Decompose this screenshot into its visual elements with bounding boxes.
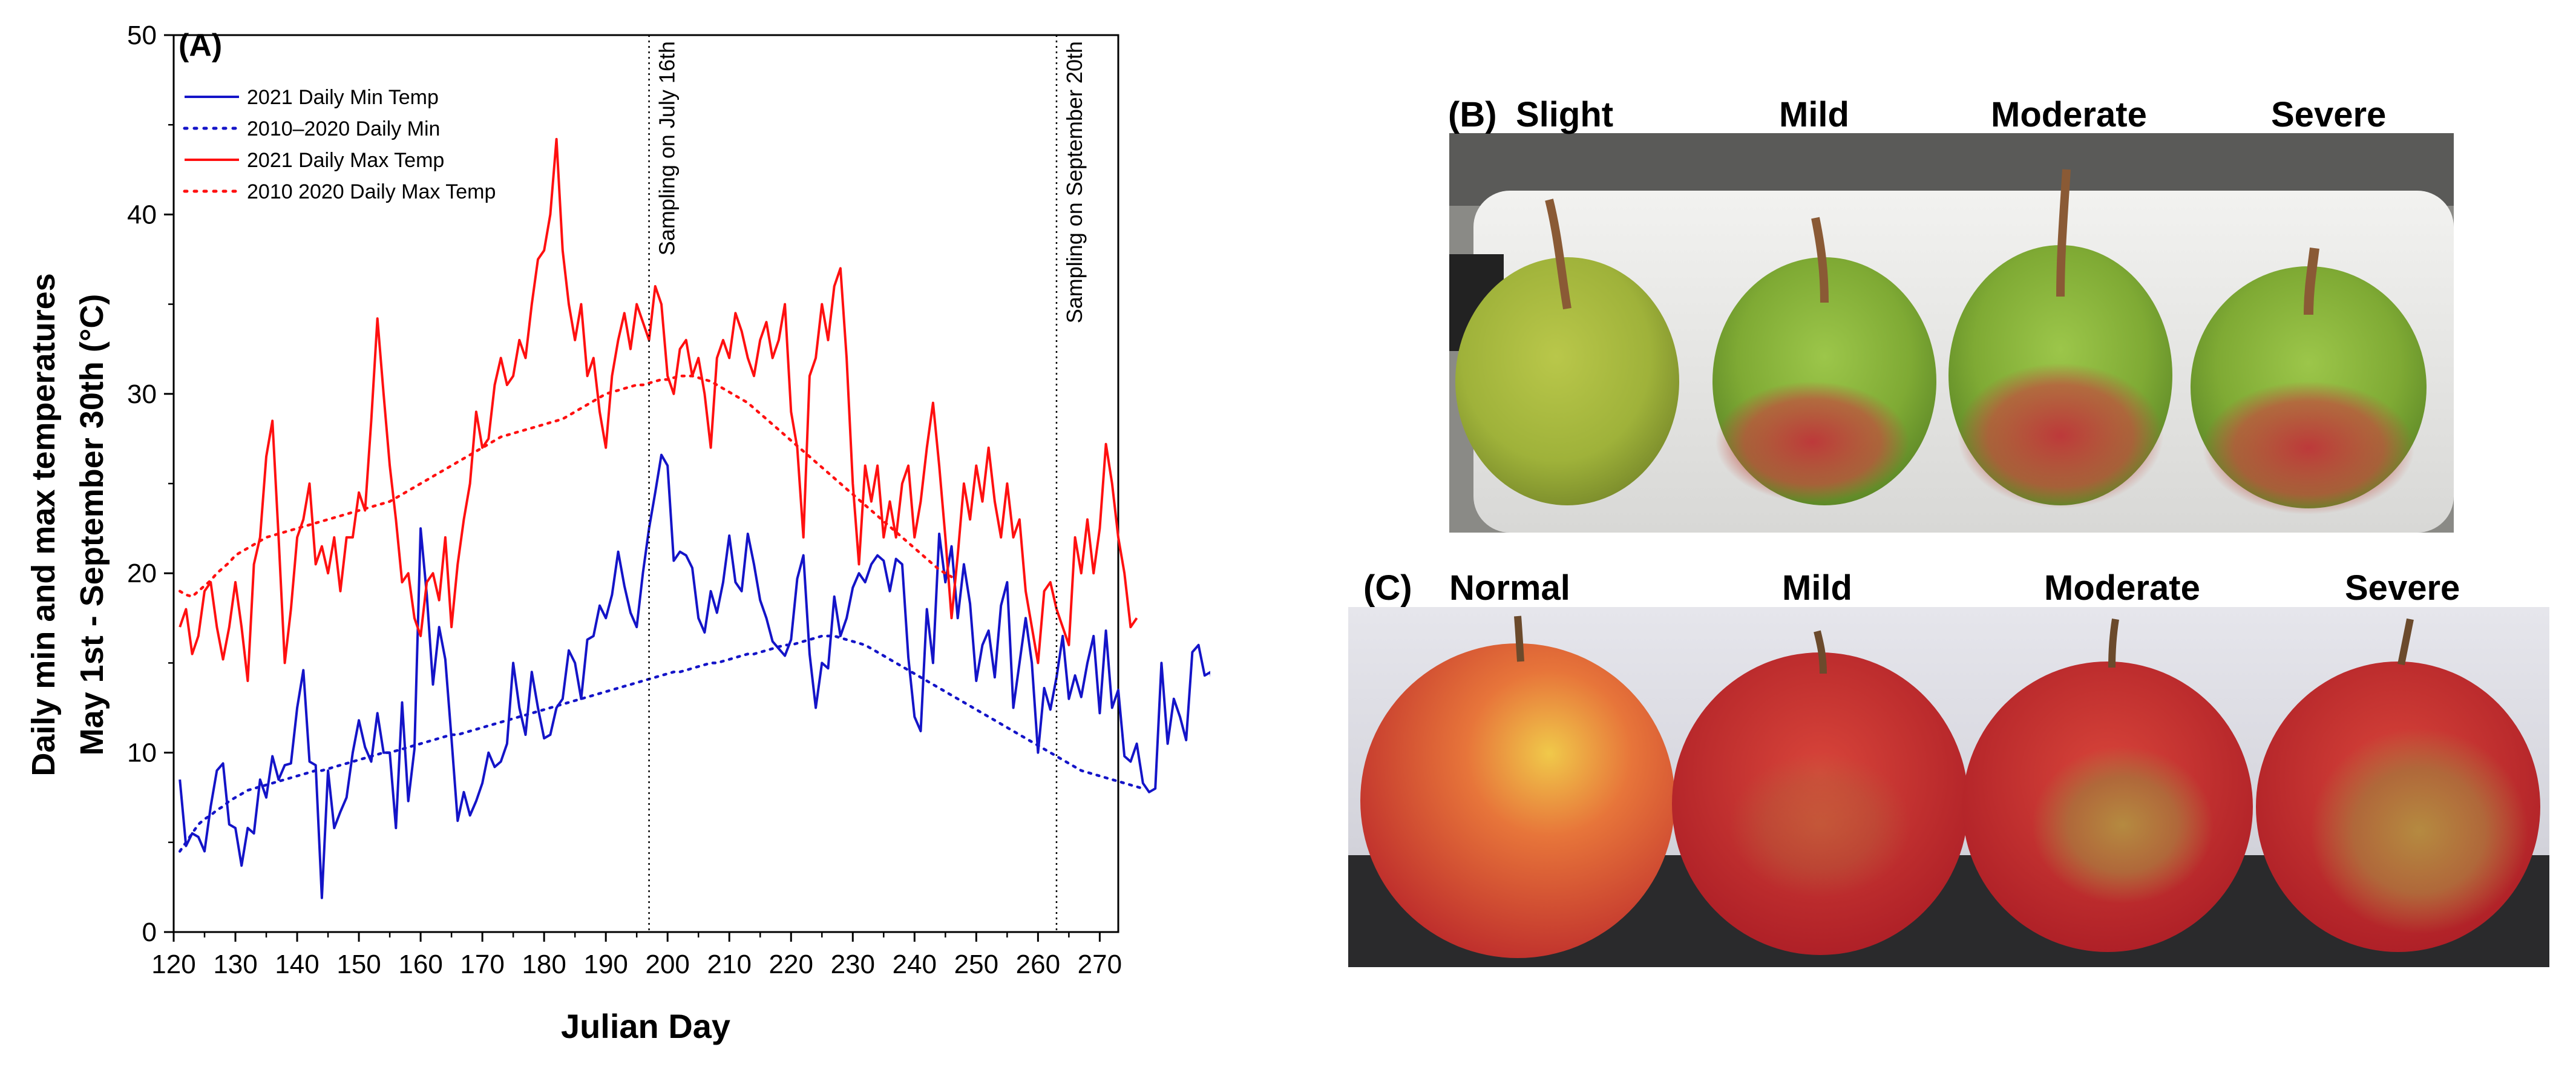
x-tick-label: 220 xyxy=(769,950,813,979)
x-tick-label: 150 xyxy=(336,950,381,979)
y-tick-label: 10 xyxy=(127,738,157,768)
panel-b-label-slight: Slight xyxy=(1516,95,1614,134)
x-tick-label: 120 xyxy=(151,950,195,979)
x-tick-label: 260 xyxy=(1016,950,1060,979)
y-tick-label: 50 xyxy=(127,21,157,50)
chart-annotations: Sampling on July 16th Sampling on Septemb… xyxy=(648,35,1087,932)
panel-b-label-moderate: Moderate xyxy=(1991,95,2147,134)
y-tick-label: 30 xyxy=(127,379,157,409)
x-tick-label: 210 xyxy=(707,950,752,979)
x-tick-label: 130 xyxy=(213,950,257,979)
panel-b-photo xyxy=(1449,133,2454,533)
x-tick-label: 180 xyxy=(522,950,566,979)
y-tick-label: 20 xyxy=(127,559,157,588)
legend-label-2021-daily-min-temp: 2021 Daily Min Temp xyxy=(247,86,439,109)
x-axis-label: Julian Day xyxy=(561,1007,730,1045)
x-tick-label: 270 xyxy=(1078,950,1122,979)
panel-c-label-mild: Mild xyxy=(1782,568,1852,608)
panel-c-label: (C) xyxy=(1363,568,1412,608)
x-tick-label: 160 xyxy=(398,950,442,979)
x-tick-label: 200 xyxy=(645,950,689,979)
panel-c-label-severe: Severe xyxy=(2345,568,2460,608)
series-2021-daily-max-temp xyxy=(179,137,1138,682)
chart-series-layer xyxy=(178,137,1210,899)
panel-b-label-severe: Severe xyxy=(2271,95,2387,134)
y-tick-label: 0 xyxy=(142,918,157,947)
temperature-chart: 120 130 140 150 160 170 180 190 200 210 220 230 240 2… xyxy=(25,21,1210,1045)
series-2010-2020-daily-min xyxy=(178,634,1145,853)
series-2021-daily-min-temp xyxy=(179,453,1210,899)
apple-slight xyxy=(1455,199,1679,505)
panel-c-label-moderate: Moderate xyxy=(2044,568,2200,608)
chart-axes: 120 130 140 150 160 170 180 190 200 210 220 230 240 2… xyxy=(127,21,1122,979)
apple-severe-c xyxy=(2256,618,2540,952)
apple-normal xyxy=(1360,616,1675,958)
legend-label-2021-daily-max-temp: 2021 Daily Max Temp xyxy=(247,149,444,172)
x-tick-label: 250 xyxy=(954,950,998,979)
apple-severe xyxy=(2191,248,2427,514)
y-axis-label-line2: May 1st - September 30th (°C) xyxy=(74,294,110,756)
apple-moderate xyxy=(1948,169,2172,508)
panel-b-label-mild: Mild xyxy=(1779,95,1849,134)
sampling-annotation-1: Sampling on September 20th xyxy=(1062,41,1087,323)
panel-c-photo xyxy=(1348,607,2549,967)
sampling-annotation-0: Sampling on July 16th xyxy=(655,41,680,255)
panel-a-label: (A) xyxy=(179,28,222,63)
chart-legend: 2021 Daily Min Temp 2010–2020 Daily Min 20… xyxy=(183,86,496,203)
y-tick-label: 40 xyxy=(127,200,157,229)
panel-c-label-normal: Normal xyxy=(1449,568,1570,608)
x-tick-label: 190 xyxy=(583,950,628,979)
series-2010-2020-daily-max-temp xyxy=(178,374,953,598)
panel-b-label: (B) xyxy=(1448,95,1497,134)
y-axis-label-line1: Daily min and max temperatures xyxy=(25,273,62,776)
x-tick-label: 170 xyxy=(460,950,504,979)
legend-label-2010-2020-daily-min: 2010–2020 Daily Min xyxy=(247,117,440,140)
x-tick-label: 140 xyxy=(275,950,319,979)
apple-mild xyxy=(1712,217,1936,505)
apple-mild-c xyxy=(1672,630,1968,955)
x-tick-label: 240 xyxy=(893,950,937,979)
legend-label-2010-2020-daily-max-temp: 2010 2020 Daily Max Temp xyxy=(247,180,496,203)
x-tick-label: 230 xyxy=(831,950,875,979)
apple-moderate-c xyxy=(1962,619,2253,952)
